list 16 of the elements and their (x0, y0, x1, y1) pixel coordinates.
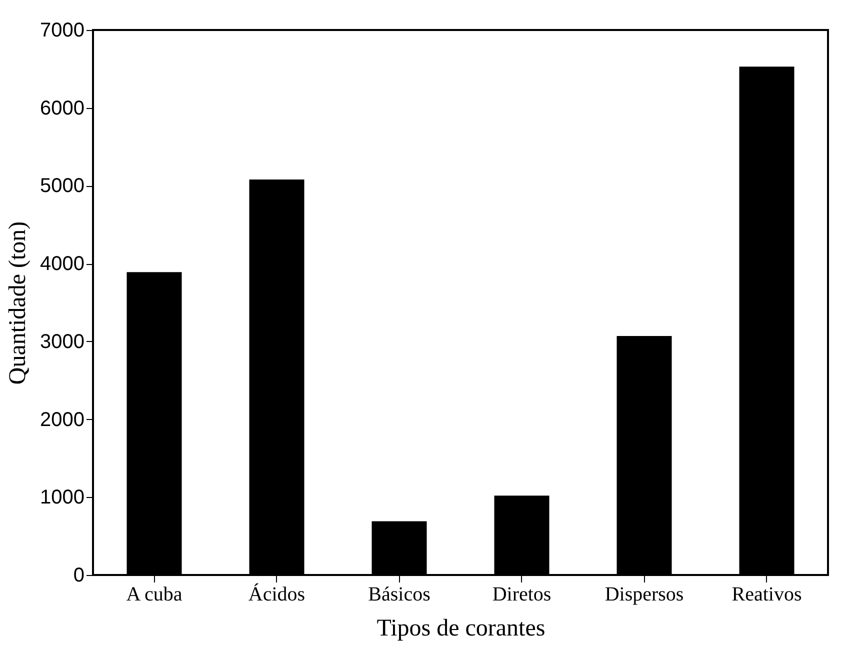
y-tick-label: 4000 (40, 253, 84, 276)
x-tick-label: Básicos (368, 584, 431, 606)
x-tick-label: A cuba (126, 584, 182, 606)
x-tick-label: Ácidos (248, 582, 306, 606)
x-axis-title: Tipos de corantes (376, 616, 546, 642)
y-tick-label: 0 (73, 564, 84, 586)
y-tick-label: 1000 (40, 486, 84, 509)
y-tick-label: 7000 (40, 20, 84, 42)
y-tick-label: 2000 (40, 408, 84, 431)
y-axis-title: Quantidade (ton) (5, 221, 32, 385)
x-tick-label: Reativos (732, 584, 802, 606)
y-tick-label: 5000 (40, 175, 84, 198)
y-tick-label: 6000 (40, 97, 84, 120)
y-tick-label: 3000 (40, 330, 84, 353)
x-tick-label: Dispersos (604, 584, 684, 606)
x-tick-label: Diretos (492, 584, 552, 606)
